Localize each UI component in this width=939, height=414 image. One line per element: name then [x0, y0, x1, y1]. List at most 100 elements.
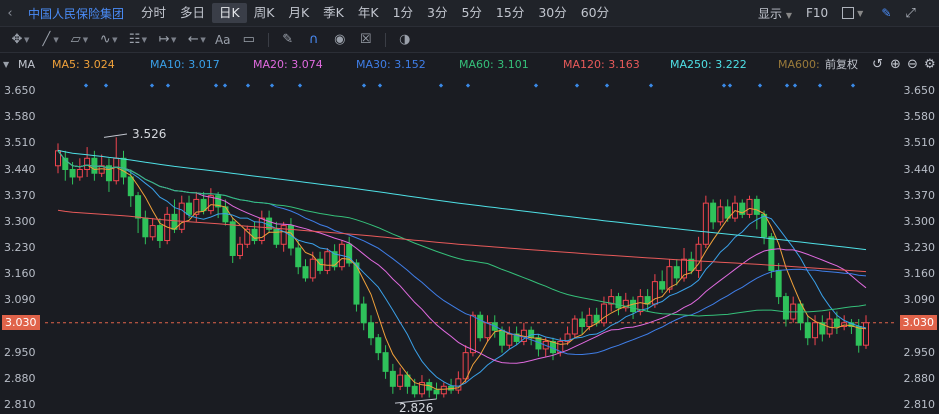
candle-body — [681, 258, 688, 279]
event-marker — [222, 83, 228, 88]
candle-body — [761, 213, 768, 238]
price-tick-label: 3.090 — [4, 293, 36, 307]
toggle-icon[interactable]: ◑ — [399, 32, 411, 47]
event-marker — [850, 83, 856, 88]
price-tick-label: 2.810 — [903, 398, 936, 411]
candle-body — [651, 281, 658, 305]
timeframe-tab[interactable]: 分时 — [141, 5, 167, 20]
candle-body — [688, 258, 695, 271]
magnet-icon[interactable]: ∩ — [308, 32, 319, 47]
candle-body — [513, 333, 520, 342]
candle-body — [790, 303, 797, 320]
candle-body — [178, 202, 185, 230]
timeframe-tab[interactable]: 月K — [288, 5, 310, 20]
event-marker — [721, 83, 727, 88]
text-tool-icon[interactable]: Aa — [214, 32, 231, 47]
ma-legend-item[interactable]: MA250: 3.222 — [670, 58, 747, 71]
candle-body — [411, 385, 418, 395]
eye-icon[interactable]: ◉ — [334, 32, 346, 47]
candle-body — [84, 157, 91, 171]
candle-body — [120, 157, 127, 178]
price-tick-label: 3.580 — [4, 110, 36, 124]
undo-icon[interactable]: ↺ — [872, 57, 883, 72]
price-tick-label: 3.160 — [4, 267, 36, 281]
candle-body — [549, 340, 556, 354]
ma-label[interactable]: MA — [18, 58, 36, 71]
timeframe-tab[interactable]: 5分 — [461, 5, 482, 20]
wave-tool-icon[interactable]: ∿ — [99, 32, 111, 47]
candle-body — [542, 340, 549, 350]
candle-body — [266, 217, 273, 230]
event-marker — [604, 83, 610, 88]
zoom-in-icon[interactable]: ⊕ — [890, 57, 901, 72]
price-tick-label: 3.300 — [4, 214, 36, 228]
candle-body — [171, 213, 178, 230]
candle-body — [579, 318, 586, 327]
candle-body — [491, 322, 498, 331]
candle-body — [324, 251, 331, 271]
timeframe-tab[interactable]: 3分 — [427, 5, 448, 20]
arrow-tool-icon[interactable]: ← — [187, 32, 199, 47]
zoom-out-icon[interactable]: ⊖ — [907, 57, 918, 72]
move-icon[interactable]: ✥ — [11, 32, 23, 47]
ma-legend-item[interactable]: MA20: 3.074 — [253, 58, 323, 71]
trash-icon[interactable]: ☒ — [359, 32, 372, 47]
event-marker — [817, 83, 823, 88]
timeframe-tab[interactable]: 1分 — [392, 5, 414, 20]
timeframe-tab[interactable]: 15分 — [495, 5, 525, 20]
price-tick-label: 3.370 — [4, 188, 36, 202]
event-marker — [574, 83, 580, 88]
stock-name[interactable]: 中国人民保险集团 — [28, 6, 125, 21]
candle-body — [469, 314, 476, 354]
timeframe-tab[interactable]: 多日 — [180, 5, 206, 20]
timeframe-tab[interactable]: 年K — [357, 5, 379, 20]
timeframe-tab[interactable]: 周K — [253, 5, 275, 20]
candle-body — [295, 247, 302, 268]
channel-tool-icon[interactable]: ▱ — [70, 32, 81, 47]
ma-legend-item[interactable]: MA120: 3.163 — [563, 58, 640, 71]
price-tick-label: 3.160 — [903, 267, 936, 281]
adjust-mode[interactable]: 前复权 — [825, 58, 858, 71]
f10-button[interactable]: F10 — [806, 6, 829, 20]
timeframe-tab[interactable]: 60分 — [580, 5, 610, 20]
eraser-icon[interactable]: ✎ — [282, 32, 294, 47]
candle-body — [426, 382, 433, 391]
ma-legend-item[interactable]: MA30: 3.152 — [356, 58, 426, 71]
candle-body — [69, 169, 76, 178]
candle-body — [863, 322, 869, 346]
display-menu[interactable]: 显示 ▼ — [758, 6, 792, 21]
line-tool-icon[interactable]: ╱ — [42, 32, 51, 47]
timeframe-tab[interactable]: 季K — [323, 5, 344, 20]
candle-body — [571, 318, 578, 335]
comment-tool-icon[interactable]: ▭ — [242, 32, 255, 47]
candle-body — [404, 374, 411, 387]
candle-body — [375, 337, 382, 354]
event-marker — [103, 83, 109, 88]
candle-body — [724, 206, 731, 219]
candle-body — [462, 352, 469, 380]
ma-legend-item[interactable]: MA60: 3.101 — [459, 58, 529, 71]
candle-body — [586, 314, 593, 327]
settings-icon[interactable]: ⚙ — [924, 57, 936, 72]
event-marker — [245, 83, 251, 88]
ma-legend-item[interactable]: MA5: 3.024 — [52, 58, 115, 71]
fibonacci-tool-icon[interactable]: ☷ — [128, 32, 141, 47]
timeframe-tab[interactable]: 日K — [212, 3, 247, 23]
back-chevron-icon[interactable]: ‹ — [7, 5, 13, 21]
candle-body — [448, 385, 455, 391]
candle-body — [593, 314, 600, 324]
timeframe-tab[interactable]: 30分 — [538, 5, 567, 20]
pen-icon[interactable]: ✎ — [881, 6, 892, 20]
expand-icon[interactable]: ⤢ — [905, 5, 916, 21]
checkbox-icon[interactable] — [842, 7, 855, 19]
ma-legend-item[interactable]: MA600: — [778, 58, 820, 71]
candle-body — [702, 202, 709, 245]
ma30-line — [57, 150, 867, 356]
candle-body — [520, 329, 527, 342]
candle-body — [440, 385, 447, 395]
ma-legend-item[interactable]: MA10: 3.017 — [150, 58, 220, 71]
measure-tool-icon[interactable]: ↦ — [158, 32, 170, 47]
collapse-icon[interactable]: ▼ — [3, 60, 10, 69]
event-marker — [83, 83, 89, 88]
price-tick-label: 3.370 — [903, 188, 936, 202]
